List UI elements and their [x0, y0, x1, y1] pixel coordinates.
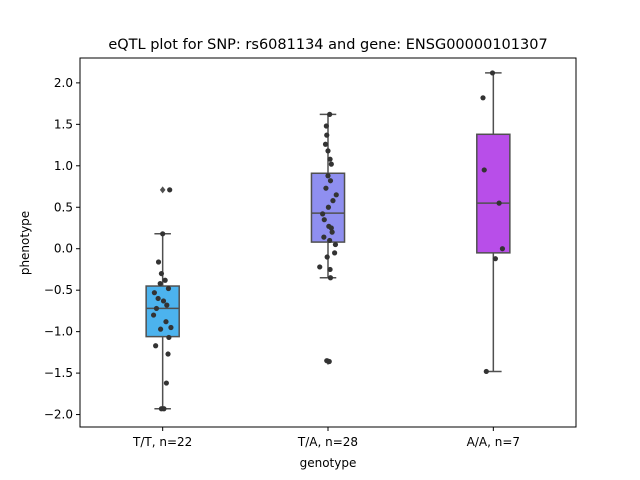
data-point	[325, 148, 331, 154]
data-point	[332, 250, 338, 256]
y-tick-label: −0.5	[44, 283, 73, 297]
data-point	[481, 167, 487, 173]
data-point	[327, 237, 333, 244]
y-tick-label: 2.0	[54, 76, 73, 90]
data-point	[153, 305, 160, 312]
data-point	[489, 70, 496, 76]
data-point	[329, 229, 335, 235]
y-tick-label: 0.0	[54, 242, 73, 256]
data-point	[155, 259, 162, 265]
points-group-1	[150, 187, 174, 412]
data-point	[323, 123, 329, 129]
y-tick-label: −2.0	[44, 408, 73, 422]
points-group-3	[480, 70, 506, 375]
data-point	[162, 277, 168, 283]
y-tick-label: 0.5	[54, 200, 73, 214]
data-point	[328, 225, 334, 231]
data-point	[333, 192, 339, 198]
data-point	[327, 266, 333, 273]
x-axis: T/T, n=22 T/A, n=28 A/A, n=7	[132, 427, 520, 449]
data-point	[150, 312, 157, 318]
data-point	[320, 211, 326, 217]
data-point	[330, 198, 336, 204]
y-tick-label: −1.0	[44, 325, 73, 339]
data-point	[151, 290, 157, 296]
data-point	[158, 270, 165, 277]
data-point	[167, 187, 173, 193]
x-tick-label: T/A, n=28	[297, 435, 358, 449]
data-point	[160, 298, 167, 304]
y-axis-label: phenotype	[18, 211, 32, 275]
chart-title: eQTL plot for SNP: rs6081134 and gene: E…	[108, 37, 547, 53]
y-tick-label: −1.5	[44, 366, 73, 380]
data-point	[480, 95, 486, 101]
data-point	[328, 161, 334, 167]
data-point	[325, 204, 332, 210]
data-point	[164, 302, 170, 308]
data-point	[324, 254, 330, 260]
data-point	[157, 280, 163, 287]
data-point	[160, 231, 166, 237]
data-point	[327, 111, 333, 117]
plot-area	[145, 70, 511, 412]
data-point	[325, 173, 331, 179]
y-axis: −2.0 −1.5 −1.0 −0.5 0.0 0.5 1.0 1.5 2.0	[44, 76, 80, 422]
points-group-2	[317, 111, 339, 365]
data-point	[483, 368, 489, 375]
data-point	[322, 141, 329, 147]
data-point	[163, 380, 169, 386]
data-point	[324, 132, 330, 138]
data-point	[321, 217, 327, 223]
data-point	[321, 234, 327, 240]
data-point	[327, 178, 334, 184]
data-point	[155, 295, 161, 302]
data-point	[168, 324, 174, 331]
data-point	[327, 275, 334, 281]
data-point	[323, 185, 329, 191]
data-point	[499, 246, 506, 252]
axes-frame	[79, 57, 577, 428]
outlier-marker	[159, 186, 166, 194]
data-point	[163, 319, 169, 325]
data-point	[158, 326, 164, 332]
x-tick-label: T/T, n=22	[132, 435, 192, 449]
box-iqr	[476, 133, 511, 254]
y-tick-label: 1.5	[54, 117, 73, 131]
data-point	[326, 358, 332, 365]
data-point	[327, 156, 333, 162]
data-point	[165, 285, 172, 292]
box-group-3	[476, 72, 511, 373]
y-tick-label: 1.0	[54, 159, 73, 173]
data-point	[165, 351, 171, 357]
data-point	[496, 200, 502, 206]
data-point	[317, 264, 323, 270]
x-axis-label: genotype	[300, 456, 357, 470]
data-point	[161, 406, 167, 412]
data-point	[166, 334, 172, 341]
data-point	[153, 343, 159, 349]
data-point	[332, 241, 339, 248]
data-point	[492, 256, 498, 262]
x-tick-label: A/A, n=7	[467, 435, 520, 449]
